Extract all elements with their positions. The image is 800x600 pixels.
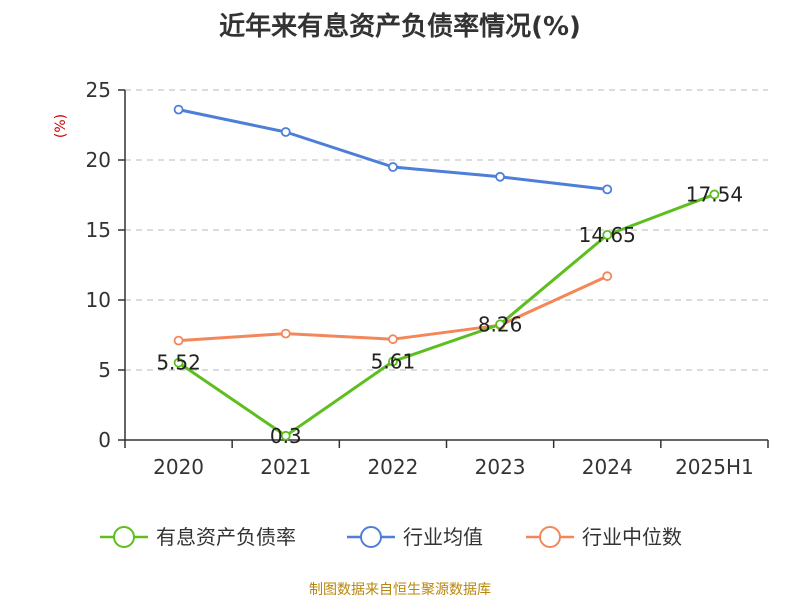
data-point-2 — [388, 334, 398, 345]
legend: 有息资产负债率 行业均值 行业中位数 — [100, 525, 682, 549]
y-tick-label: 0 — [98, 428, 111, 452]
y-axis-unit: (%) — [53, 114, 69, 138]
y-tick-label: 15 — [86, 218, 111, 242]
data-point-2 — [280, 328, 291, 339]
legend-marker-1 — [360, 526, 382, 548]
data-labels: 5.52 0.3 5.61 8.26 14.65 17.54 — [156, 182, 743, 447]
data-label: 5.61 — [371, 349, 416, 373]
data-point-0 — [495, 319, 505, 330]
grid-lines — [125, 89, 768, 371]
legend-label-2: 行业中位数 — [582, 525, 682, 549]
x-tick-label: 2023 — [475, 455, 526, 479]
y-tick-label: 20 — [86, 148, 111, 172]
data-point-1 — [602, 184, 613, 195]
data-label: 17.54 — [686, 182, 743, 206]
axes: 0 5 10 15 20 25 2020 2021 2022 2023 2024 2025H1 — [86, 78, 769, 479]
x-tick-label: 2025H1 — [675, 455, 754, 479]
x-tick-label: 2021 — [260, 455, 311, 479]
data-point-1 — [388, 162, 398, 172]
data-point-0 — [602, 229, 613, 240]
data-point-0 — [388, 356, 398, 367]
legend-marker-0 — [113, 526, 135, 548]
data-point-0 — [709, 189, 720, 200]
legend-label-1: 行业均值 — [403, 525, 483, 549]
legend-label-0: 有息资产负债率 — [156, 525, 296, 549]
chart-title: 近年来有息资产负债率情况(%) — [219, 11, 581, 42]
x-tick-label: 2022 — [367, 455, 418, 479]
series-line-0 — [177, 193, 715, 438]
data-point-1 — [495, 171, 505, 182]
data-point-2 — [602, 271, 613, 282]
data-label: 8.26 — [478, 312, 523, 336]
x-tick-label: 2024 — [582, 455, 633, 479]
series-lines — [173, 104, 720, 441]
data-label: 0.3 — [270, 424, 302, 448]
data-point-0 — [173, 357, 184, 368]
series-line-2 — [178, 274, 608, 343]
series-line-1 — [178, 108, 608, 191]
data-point-1 — [173, 104, 184, 115]
data-label: 5.52 — [156, 351, 201, 375]
y-tick-label: 10 — [86, 288, 111, 312]
x-tick-label: 2020 — [153, 455, 204, 479]
y-tick-label: 25 — [86, 78, 111, 102]
data-point-2 — [173, 335, 184, 346]
data-label: 14.65 — [579, 223, 636, 247]
y-tick-label: 5 — [98, 358, 111, 382]
legend-marker-2 — [539, 526, 561, 548]
data-point-1 — [280, 127, 291, 137]
source-note: 制图数据来自恒生聚源数据库 — [309, 582, 491, 598]
data-point-0 — [280, 430, 291, 441]
